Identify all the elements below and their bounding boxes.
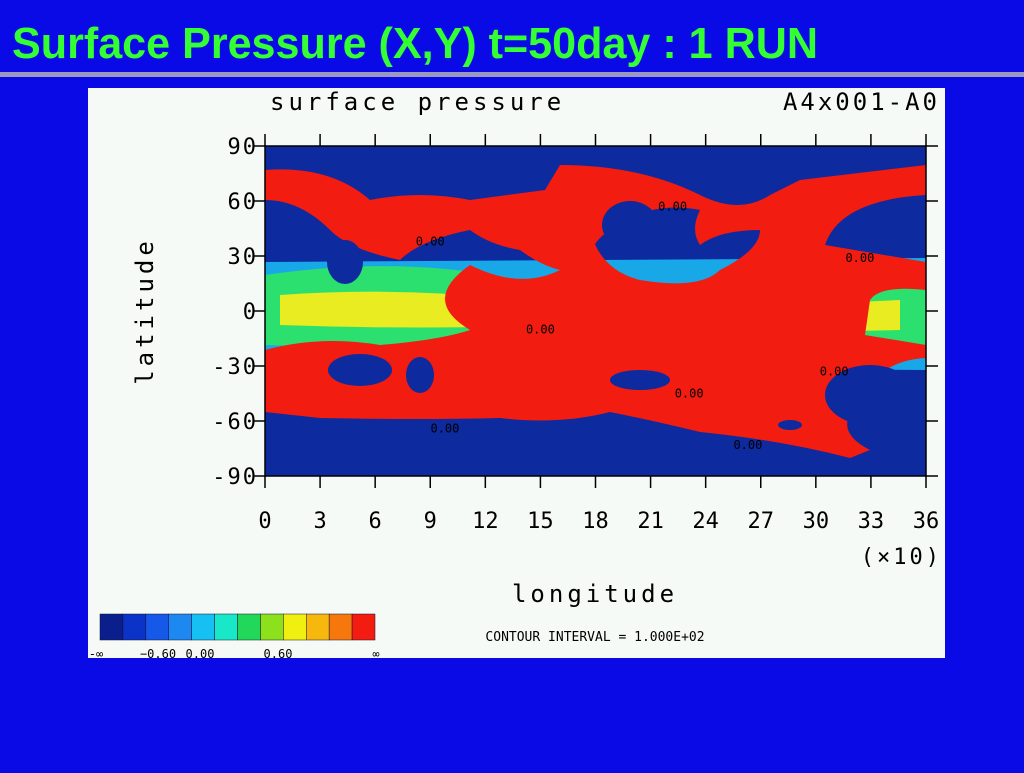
x-tick-label: 3 — [313, 509, 326, 534]
contour-interval: CONTOUR INTERVAL = 1.000E+02 — [485, 630, 704, 645]
contour-label: 0.00 — [675, 387, 704, 401]
y-tick-label: 90 — [228, 135, 259, 160]
x-tick-label: 24 — [692, 509, 719, 534]
field-low — [778, 420, 802, 430]
x-tick-label: 18 — [582, 509, 609, 534]
colorbar-label: -∞ — [89, 647, 103, 661]
field-low — [327, 240, 363, 284]
contour-label: 0.00 — [820, 365, 849, 379]
x-tick-label: 30 — [803, 509, 830, 534]
chart-title: surface pressure — [270, 88, 565, 116]
colorbar-label: 0.00 — [186, 647, 215, 661]
contour-label: 0.00 — [658, 200, 687, 214]
colorbar-label: 0.60 — [264, 647, 293, 661]
x-tick-label: 6 — [369, 509, 382, 534]
x-tick-label: 0 — [258, 509, 271, 534]
field-low — [602, 201, 658, 249]
field-low — [825, 365, 915, 425]
divider — [0, 72, 1024, 77]
colorbar-swatch — [260, 613, 284, 641]
x-tick-label: 21 — [637, 509, 664, 534]
x-axis-label: longitude — [512, 580, 678, 608]
colorbar-swatch — [168, 613, 192, 641]
x-tick-label: 27 — [748, 509, 775, 534]
y-tick-label: 30 — [228, 245, 259, 270]
x-scale-label: (×10) — [861, 545, 942, 570]
colorbar-swatch — [214, 613, 238, 641]
contour-label: 0.00 — [733, 438, 762, 452]
field-low — [328, 354, 392, 386]
y-tick-label: -60 — [212, 410, 258, 435]
colorbar-swatch — [145, 613, 169, 641]
contour-label: 0.00 — [416, 234, 445, 248]
x-tick-label: 36 — [913, 509, 940, 534]
colorbar-swatch — [351, 613, 376, 641]
contour-label: 0.00 — [430, 421, 459, 435]
y-tick-label: -30 — [212, 355, 258, 380]
colorbar-swatch — [306, 613, 330, 641]
x-tick-label: 9 — [424, 509, 437, 534]
colorbar-label: ∞ — [372, 647, 379, 661]
field-low — [610, 370, 670, 390]
colorbar-swatch — [328, 613, 353, 641]
run-label: A4x001-A0 — [783, 88, 940, 116]
colorbar-swatch — [122, 613, 147, 641]
y-tick-label: -90 — [212, 465, 258, 490]
contour-label: 0.00 — [845, 251, 874, 265]
colorbar-swatch — [283, 613, 307, 641]
y-tick-label: 60 — [228, 190, 259, 215]
colorbar-swatch — [237, 613, 261, 641]
y-tick-label: 0 — [243, 300, 258, 325]
map-field — [265, 146, 926, 476]
slide-title: Surface Pressure (X,Y) t=50day : 1 RUN — [12, 19, 818, 68]
x-tick-label: 33 — [858, 509, 885, 534]
x-tick-label: 12 — [472, 509, 499, 534]
colorbar-swatch — [99, 613, 124, 641]
y-axis-label: latitude — [131, 237, 159, 385]
contour-label: 0.00 — [526, 322, 555, 336]
x-tick-label: 15 — [527, 509, 554, 534]
colorbar-swatch — [191, 613, 215, 641]
colorbar-label: −0.60 — [140, 647, 176, 661]
field-low — [406, 357, 434, 393]
